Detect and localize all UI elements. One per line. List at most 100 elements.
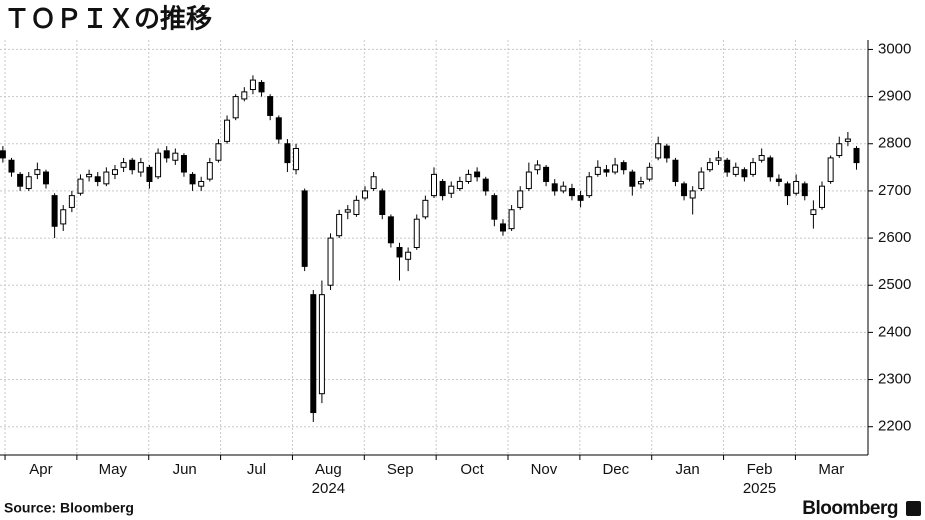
candle-body <box>267 96 274 116</box>
x-tick-label: Mar <box>818 461 844 478</box>
candle-body <box>758 155 765 161</box>
candle-body <box>732 166 739 175</box>
candle-body <box>663 145 670 159</box>
candle-body <box>491 195 498 220</box>
x-tick-label: Jan <box>676 461 700 478</box>
candle-body <box>603 169 610 173</box>
candle-body <box>232 96 239 119</box>
candle-body <box>8 159 15 173</box>
candle-body <box>422 199 429 218</box>
candle-body <box>448 185 455 194</box>
candle-body <box>784 183 791 197</box>
candle-body <box>387 216 394 244</box>
candle-body <box>810 209 817 215</box>
candle-body <box>465 173 472 182</box>
candle-body <box>655 143 662 159</box>
candle-body <box>344 209 351 213</box>
candle-body <box>801 183 808 197</box>
x-tick-label: Dec <box>602 461 629 478</box>
candle-body <box>474 171 481 178</box>
candle-body <box>439 180 446 197</box>
candle-body <box>224 119 231 142</box>
x-tick-label: Jun <box>173 461 197 478</box>
candle-body <box>706 162 713 171</box>
candle-body <box>646 166 653 180</box>
candle-body <box>327 237 334 286</box>
candle-body <box>819 185 826 208</box>
y-tick-label: 2800 <box>878 135 911 152</box>
candle-body <box>543 166 550 182</box>
candle-body <box>86 173 93 178</box>
x-tick-label: Apr <box>29 461 52 478</box>
candle-body <box>336 213 343 237</box>
year-label: 2025 <box>743 480 776 497</box>
candle-body <box>698 171 705 190</box>
candle-body <box>215 143 222 161</box>
candle-body <box>353 199 360 215</box>
y-tick-label: 2400 <box>878 323 911 340</box>
candle-body <box>34 169 41 175</box>
candle-body <box>120 162 127 168</box>
x-tick-label: Oct <box>460 461 484 478</box>
candle-body <box>594 166 601 175</box>
y-tick-label: 2700 <box>878 182 911 199</box>
candle-body <box>715 157 722 161</box>
candle-body <box>741 169 748 178</box>
candle-body <box>525 171 532 190</box>
candle-body <box>370 176 377 190</box>
candle-body <box>724 159 731 173</box>
candle-body <box>568 188 575 197</box>
candle-body <box>301 190 308 267</box>
candle-body <box>103 171 110 185</box>
candle-body <box>767 157 774 178</box>
y-tick-label: 3000 <box>878 40 911 57</box>
candle-body <box>129 159 136 171</box>
candle-body <box>586 176 593 197</box>
candle-body <box>793 180 800 194</box>
candle-body <box>551 183 558 192</box>
candle-body <box>853 147 860 164</box>
candle-body <box>94 176 101 182</box>
year-label: 2024 <box>312 480 345 497</box>
candle-body <box>206 162 213 180</box>
source: Source: Bloomberg <box>4 500 134 516</box>
candle-body <box>681 183 688 197</box>
y-tick-label: 2900 <box>878 88 911 105</box>
candle-body <box>672 159 679 182</box>
candle-body <box>310 294 317 414</box>
candle-body <box>275 117 282 140</box>
candle-body <box>612 164 619 173</box>
chart-title: ＴＯＰＩＸの推移 <box>4 5 212 35</box>
candle-body <box>775 178 782 182</box>
candle-body <box>431 173 437 197</box>
candle-body <box>405 251 412 260</box>
candle-body <box>258 81 265 93</box>
y-tick-label: 2600 <box>878 229 911 246</box>
candle-body <box>827 157 834 182</box>
candle-body <box>629 171 636 187</box>
candle-body <box>189 173 196 185</box>
candle-body <box>396 247 403 258</box>
x-tick-label: Nov <box>531 461 558 478</box>
candle-body <box>482 178 489 192</box>
candle-body <box>362 190 369 199</box>
y-tick-label: 2300 <box>878 371 911 388</box>
candle-body <box>844 138 851 142</box>
candle-body <box>180 155 187 173</box>
candle-body <box>172 152 179 161</box>
candle-body <box>25 176 32 190</box>
candle-body <box>560 185 567 192</box>
candle-body <box>60 209 67 225</box>
candle-body <box>508 209 515 230</box>
candle-body <box>637 180 644 185</box>
candle-body <box>137 162 144 173</box>
candle-body <box>620 162 627 171</box>
candle-body <box>517 190 524 208</box>
candle-body <box>456 180 463 190</box>
candle-body <box>413 218 420 248</box>
candle-body <box>77 178 84 194</box>
candle-body <box>241 91 248 100</box>
candle-body <box>249 79 256 91</box>
